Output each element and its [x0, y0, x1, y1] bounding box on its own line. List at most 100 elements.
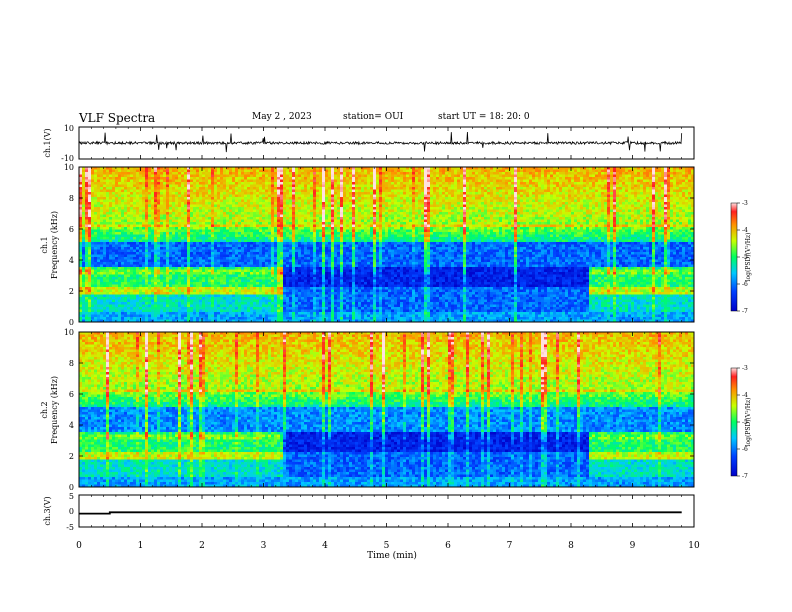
- spectrogram-cell: [187, 192, 190, 195]
- spectrogram-cell: [283, 207, 286, 210]
- spectrogram-cell: [364, 222, 367, 225]
- spectrogram-cell: [574, 190, 577, 193]
- spectrogram-cell: [664, 175, 667, 178]
- spectrogram-cell: [523, 177, 526, 180]
- spectrogram-cell: [484, 225, 487, 228]
- spectrogram-cell: [124, 182, 127, 185]
- spectrogram-cell: [259, 227, 262, 230]
- spectrogram-cell: [457, 200, 460, 203]
- spectrogram-cell: [247, 177, 250, 180]
- spectrogram-cell: [271, 207, 274, 210]
- spectrogram-cell: [178, 182, 181, 185]
- spectrogram-cell: [673, 197, 676, 200]
- spectrogram-cell: [103, 222, 106, 225]
- spectrogram-cell: [217, 172, 220, 175]
- spectrogram-cell: [433, 212, 436, 215]
- spectrogram-cell: [541, 225, 544, 228]
- spectrogram-cell: [94, 185, 97, 188]
- spectrogram-cell: [325, 210, 328, 213]
- spectrogram-cell: [331, 205, 334, 208]
- spectrogram-cell: [292, 210, 295, 213]
- spectrogram-cell: [526, 190, 529, 193]
- spectrogram-cell: [514, 175, 517, 178]
- spectrogram-cell: [268, 207, 271, 210]
- spectrogram-cell: [448, 190, 451, 193]
- spectrogram-cell: [229, 200, 232, 203]
- spectrogram-cell: [478, 215, 481, 218]
- spectrogram-cell: [250, 182, 253, 185]
- spectrogram-cell: [166, 180, 169, 183]
- spectrogram-cell: [79, 215, 82, 218]
- spectrogram-cell: [91, 217, 94, 220]
- spectrogram-cell: [559, 202, 562, 205]
- spectrogram-cell: [229, 185, 232, 188]
- spectrogram-cell: [382, 185, 385, 188]
- spectrogram-cell: [454, 202, 457, 205]
- spectrogram-cell: [211, 212, 214, 215]
- spectrogram-cell: [613, 200, 616, 203]
- spectrogram-cell: [679, 195, 682, 198]
- spectrogram-cell: [433, 177, 436, 180]
- spectrogram-cell: [307, 225, 310, 228]
- spectrogram-cell: [82, 170, 85, 173]
- spectrogram-cell: [640, 205, 643, 208]
- spectrogram-cell: [559, 207, 562, 210]
- spectrogram-cell: [676, 185, 679, 188]
- spectrogram-cell: [376, 192, 379, 195]
- spectrogram-cell: [139, 202, 142, 205]
- spectrogram-cell: [346, 195, 349, 198]
- spectrogram-cell: [244, 197, 247, 200]
- spectrogram-cell: [475, 202, 478, 205]
- spectrogram-cell: [313, 175, 316, 178]
- spectrogram-cell: [214, 172, 217, 175]
- spectrogram-cell: [184, 190, 187, 193]
- spectrogram-cell: [502, 197, 505, 200]
- spectrogram-cell: [562, 195, 565, 198]
- spectrogram-cell: [607, 192, 610, 195]
- spectrogram-cell: [310, 202, 313, 205]
- spectrogram-cell: [544, 212, 547, 215]
- spectrogram-cell: [247, 227, 250, 230]
- spectrogram-cell: [382, 182, 385, 185]
- spectrogram-cell: [553, 185, 556, 188]
- spectrogram-cell: [388, 205, 391, 208]
- spectrogram-cell: [598, 215, 601, 218]
- spectrogram-cell: [358, 177, 361, 180]
- spectrogram-cell: [424, 187, 427, 190]
- spectrogram-cell: [175, 227, 178, 230]
- spectrogram-cell: [394, 212, 397, 215]
- spectrogram-cell: [145, 177, 148, 180]
- spectrogram-cell: [505, 192, 508, 195]
- spectrogram-cell: [280, 210, 283, 213]
- spectrogram-cell: [430, 182, 433, 185]
- spectrogram-cell: [520, 217, 523, 220]
- spectrogram-cell: [142, 182, 145, 185]
- spectrogram-cell: [568, 207, 571, 210]
- spectrogram-cell: [529, 197, 532, 200]
- spectrogram-cell: [199, 187, 202, 190]
- spectrogram-cell: [445, 187, 448, 190]
- spectrogram-cell: [178, 192, 181, 195]
- spectrogram-cell: [670, 202, 673, 205]
- spectrogram-cell: [532, 220, 535, 223]
- spectrogram-cell: [232, 217, 235, 220]
- spectrogram-cell: [199, 220, 202, 223]
- spectrogram-cell: [403, 220, 406, 223]
- spectrogram-cell: [535, 212, 538, 215]
- spectrogram-cell: [499, 175, 502, 178]
- spectrogram-cell: [616, 222, 619, 225]
- spectrogram-cell: [526, 182, 529, 185]
- spectrogram-cell: [160, 175, 163, 178]
- spectrogram-cell: [196, 192, 199, 195]
- spectrogram-cell: [475, 200, 478, 203]
- spectrogram-cell: [205, 205, 208, 208]
- spectrogram-cell: [451, 205, 454, 208]
- spectrogram-cell: [418, 177, 421, 180]
- spectrogram-cell: [571, 177, 574, 180]
- spectrogram-cell: [367, 172, 370, 175]
- spectrogram-cell: [421, 192, 424, 195]
- spectrogram-cell: [649, 185, 652, 188]
- spectrogram-cell: [451, 187, 454, 190]
- spectrogram-cell: [484, 187, 487, 190]
- spectrogram-cell: [655, 185, 658, 188]
